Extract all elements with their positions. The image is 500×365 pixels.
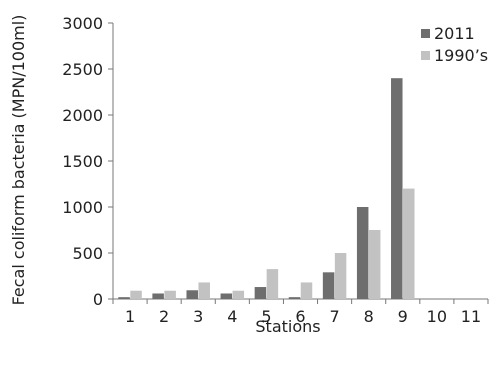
x-tick-label: 3	[193, 307, 203, 326]
y-tick-label: 2000	[62, 106, 103, 125]
y-tick-label: 0	[93, 290, 103, 309]
x-tick-label: 4	[227, 307, 237, 326]
bar-2011-station-9	[391, 78, 403, 299]
x-tick-label: 8	[364, 307, 374, 326]
bars	[118, 78, 415, 299]
y-tick-label: 1000	[62, 198, 103, 217]
x-tick-label: 1	[125, 307, 135, 326]
x-axis: 1 2 3 4 5 6 7 8 9 10 11	[112, 298, 489, 326]
legend-label: 1990’s	[434, 46, 488, 65]
bar-2011-station-4	[220, 293, 233, 299]
y-axis-title: Fecal coliform bacteria (MPN/100ml)	[9, 15, 28, 306]
x-tick-label: 11	[461, 307, 481, 326]
x-axis-title: Stations	[255, 317, 320, 336]
x-tick-label: 2	[159, 307, 169, 326]
legend: 2011 1990’s	[421, 24, 488, 65]
y-tick-label: 2500	[62, 60, 103, 79]
bar-2011-station-1	[118, 297, 130, 299]
legend-swatch	[421, 29, 430, 38]
bar-1990s-station-6	[300, 282, 313, 299]
bar-2011-station-8	[356, 207, 369, 299]
bar-1990s-station-2	[164, 290, 176, 299]
legend-swatch	[421, 51, 430, 60]
bar-2011-station-7	[322, 272, 335, 299]
bar-2011-station-5	[254, 287, 267, 299]
x-tick-label: 7	[329, 307, 339, 326]
bar-1990s-station-4	[232, 290, 245, 299]
y-axis: 0 500 1000 1500 2000 2500 3000	[62, 14, 114, 309]
legend-label: 2011	[434, 24, 475, 43]
bar-1990s-station-9	[403, 188, 415, 299]
bar-1990s-station-5	[266, 269, 279, 299]
x-tick-label: 6	[295, 307, 305, 326]
y-ticks: 0 500 1000 1500 2000 2500 3000	[62, 14, 113, 309]
bar-1990s-station-3	[198, 282, 210, 299]
bar-2011-station-2	[152, 293, 164, 299]
x-ticks: 1 2 3 4 5 6 7 8 9 10 11	[112, 299, 489, 326]
bar-1990s-station-1	[130, 290, 142, 299]
bar-1990s-station-8	[368, 230, 381, 299]
x-tick-label: 9	[398, 307, 408, 326]
x-tick-label: 10	[427, 307, 447, 326]
bar-2011-station-3	[186, 290, 198, 299]
bar-2011-station-6	[288, 297, 301, 299]
y-tick-label: 3000	[62, 14, 103, 33]
y-tick-label: 1500	[62, 152, 103, 171]
y-tick-label: 500	[72, 244, 103, 263]
x-tick-label: 5	[261, 307, 271, 326]
bar-1990s-station-7	[334, 253, 347, 299]
